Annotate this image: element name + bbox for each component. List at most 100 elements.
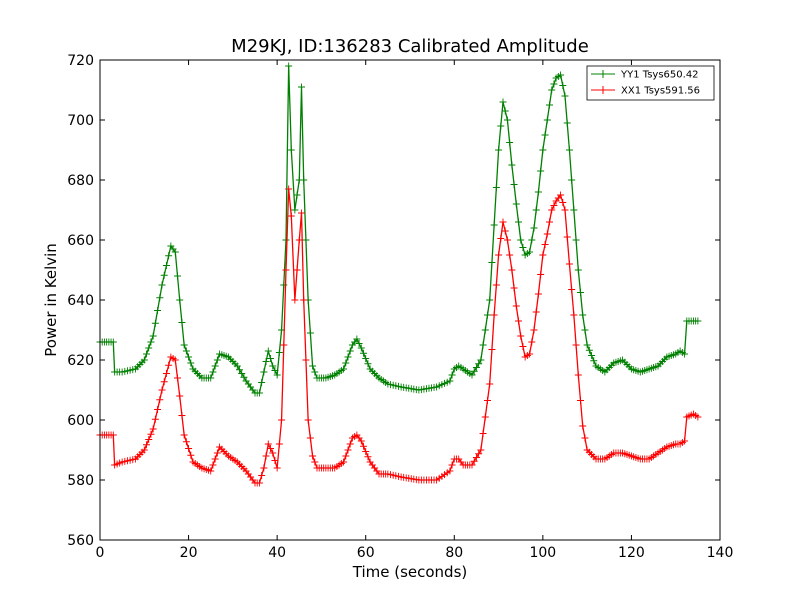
series-0-marker xyxy=(508,161,516,169)
legend-label-xx1: XX1 Tsys591.56 xyxy=(621,86,700,97)
series-1-marker xyxy=(357,437,365,445)
series-1-marker xyxy=(304,416,312,424)
series-0-marker xyxy=(479,341,487,349)
series-1-marker xyxy=(537,271,545,278)
series-1-marker xyxy=(448,461,456,469)
series-1-marker xyxy=(492,281,500,289)
series-0-marker xyxy=(236,366,243,374)
series-0-marker xyxy=(488,259,496,266)
series-0-marker xyxy=(506,139,514,146)
series-0-marker xyxy=(583,341,591,349)
series-0-marker xyxy=(515,218,522,226)
series-1-marker xyxy=(543,230,551,238)
series-1-marker xyxy=(187,451,195,459)
series-1-marker xyxy=(309,452,317,460)
series-0-marker xyxy=(267,355,274,362)
series-1-marker xyxy=(517,332,525,340)
series-0-marker xyxy=(273,371,281,379)
series-0-marker xyxy=(534,188,542,196)
series-1-marker xyxy=(271,457,279,464)
series-1-marker xyxy=(501,227,509,235)
series-1-marker xyxy=(109,431,117,439)
series-0-marker xyxy=(151,319,159,327)
series-1-marker xyxy=(145,436,153,443)
series-0-marker xyxy=(492,184,500,191)
series-1-marker xyxy=(572,341,580,349)
series-1-marker xyxy=(346,440,354,448)
series-1-marker xyxy=(302,356,310,364)
series-1-marker xyxy=(162,370,170,377)
series-0 xyxy=(96,62,702,397)
series-0-marker xyxy=(470,367,478,375)
series-0-marker xyxy=(178,319,186,326)
y-tick-label: 600 xyxy=(67,413,94,429)
series-0-marker xyxy=(512,200,520,208)
y-tick-label: 680 xyxy=(67,173,94,189)
y-tick-label: 700 xyxy=(67,113,94,129)
x-tick-label: 20 xyxy=(180,545,198,561)
series-1-marker xyxy=(526,350,534,358)
series-1-marker xyxy=(262,452,270,460)
series-1-marker xyxy=(577,397,584,404)
series-0-marker xyxy=(362,355,370,362)
series-0-marker xyxy=(541,131,549,139)
x-tick-label: 140 xyxy=(707,545,734,561)
series-0-marker xyxy=(158,281,166,289)
series-0-marker xyxy=(570,206,578,214)
series-1-marker xyxy=(282,266,290,274)
series-1-marker xyxy=(561,206,569,214)
series-0-marker xyxy=(271,367,279,374)
legend-item-yy1: YY1 Tsys650.42 xyxy=(591,70,699,81)
series-0-marker xyxy=(182,347,190,355)
series-0-marker xyxy=(187,359,195,367)
series-1-marker xyxy=(515,317,522,325)
series-0-marker xyxy=(581,326,589,334)
series-0-marker xyxy=(681,350,689,358)
series-1-marker xyxy=(499,218,507,226)
series-1-marker xyxy=(497,235,505,242)
series-1-marker xyxy=(311,458,319,466)
series-0-marker xyxy=(495,146,503,154)
series-1-marker xyxy=(149,425,157,433)
series-1-marker xyxy=(512,302,520,310)
series-0-marker xyxy=(588,352,596,359)
series-1-marker xyxy=(472,454,480,461)
series-0-marker xyxy=(472,364,480,371)
series-1-marker xyxy=(156,396,164,404)
series-1-marker xyxy=(579,422,587,430)
x-tick-label: 40 xyxy=(268,545,286,561)
series-1-marker xyxy=(160,378,168,386)
series-1-marker xyxy=(360,442,367,450)
x-axis-label: Time (seconds) xyxy=(352,563,468,581)
series-1-marker xyxy=(258,472,266,479)
series-1-marker xyxy=(207,467,215,475)
series-0-marker xyxy=(258,379,266,386)
series-0-marker xyxy=(357,344,365,352)
series-0-marker xyxy=(291,206,299,214)
series-1-marker xyxy=(484,397,491,404)
series-1-marker xyxy=(468,461,476,469)
series-1-marker xyxy=(534,290,542,298)
series-0-marker xyxy=(501,107,509,115)
series-0-marker xyxy=(180,341,188,349)
series-1-marker xyxy=(495,251,503,259)
series-0-marker xyxy=(486,296,494,304)
series-1-marker xyxy=(213,449,221,457)
y-tick-label: 560 xyxy=(67,533,94,549)
series-0-marker xyxy=(344,353,352,361)
legend: YY1 Tsys650.42 XX1 Tsys591.56 xyxy=(586,65,715,101)
series-1-marker xyxy=(530,326,538,334)
series-0-marker xyxy=(360,349,367,357)
series-0-marker xyxy=(185,353,193,361)
series-1-marker xyxy=(185,445,193,452)
series-0-marker xyxy=(526,248,534,256)
series-0-marker xyxy=(532,206,540,214)
series-0-marker xyxy=(497,122,505,130)
series-1-marker xyxy=(267,445,274,452)
series-0-marker xyxy=(448,371,456,379)
series-0-marker xyxy=(517,236,525,244)
series-1-marker xyxy=(298,209,305,217)
series-0-marker xyxy=(537,167,545,175)
series-1-marker xyxy=(209,461,217,469)
series-1-marker xyxy=(486,380,494,388)
